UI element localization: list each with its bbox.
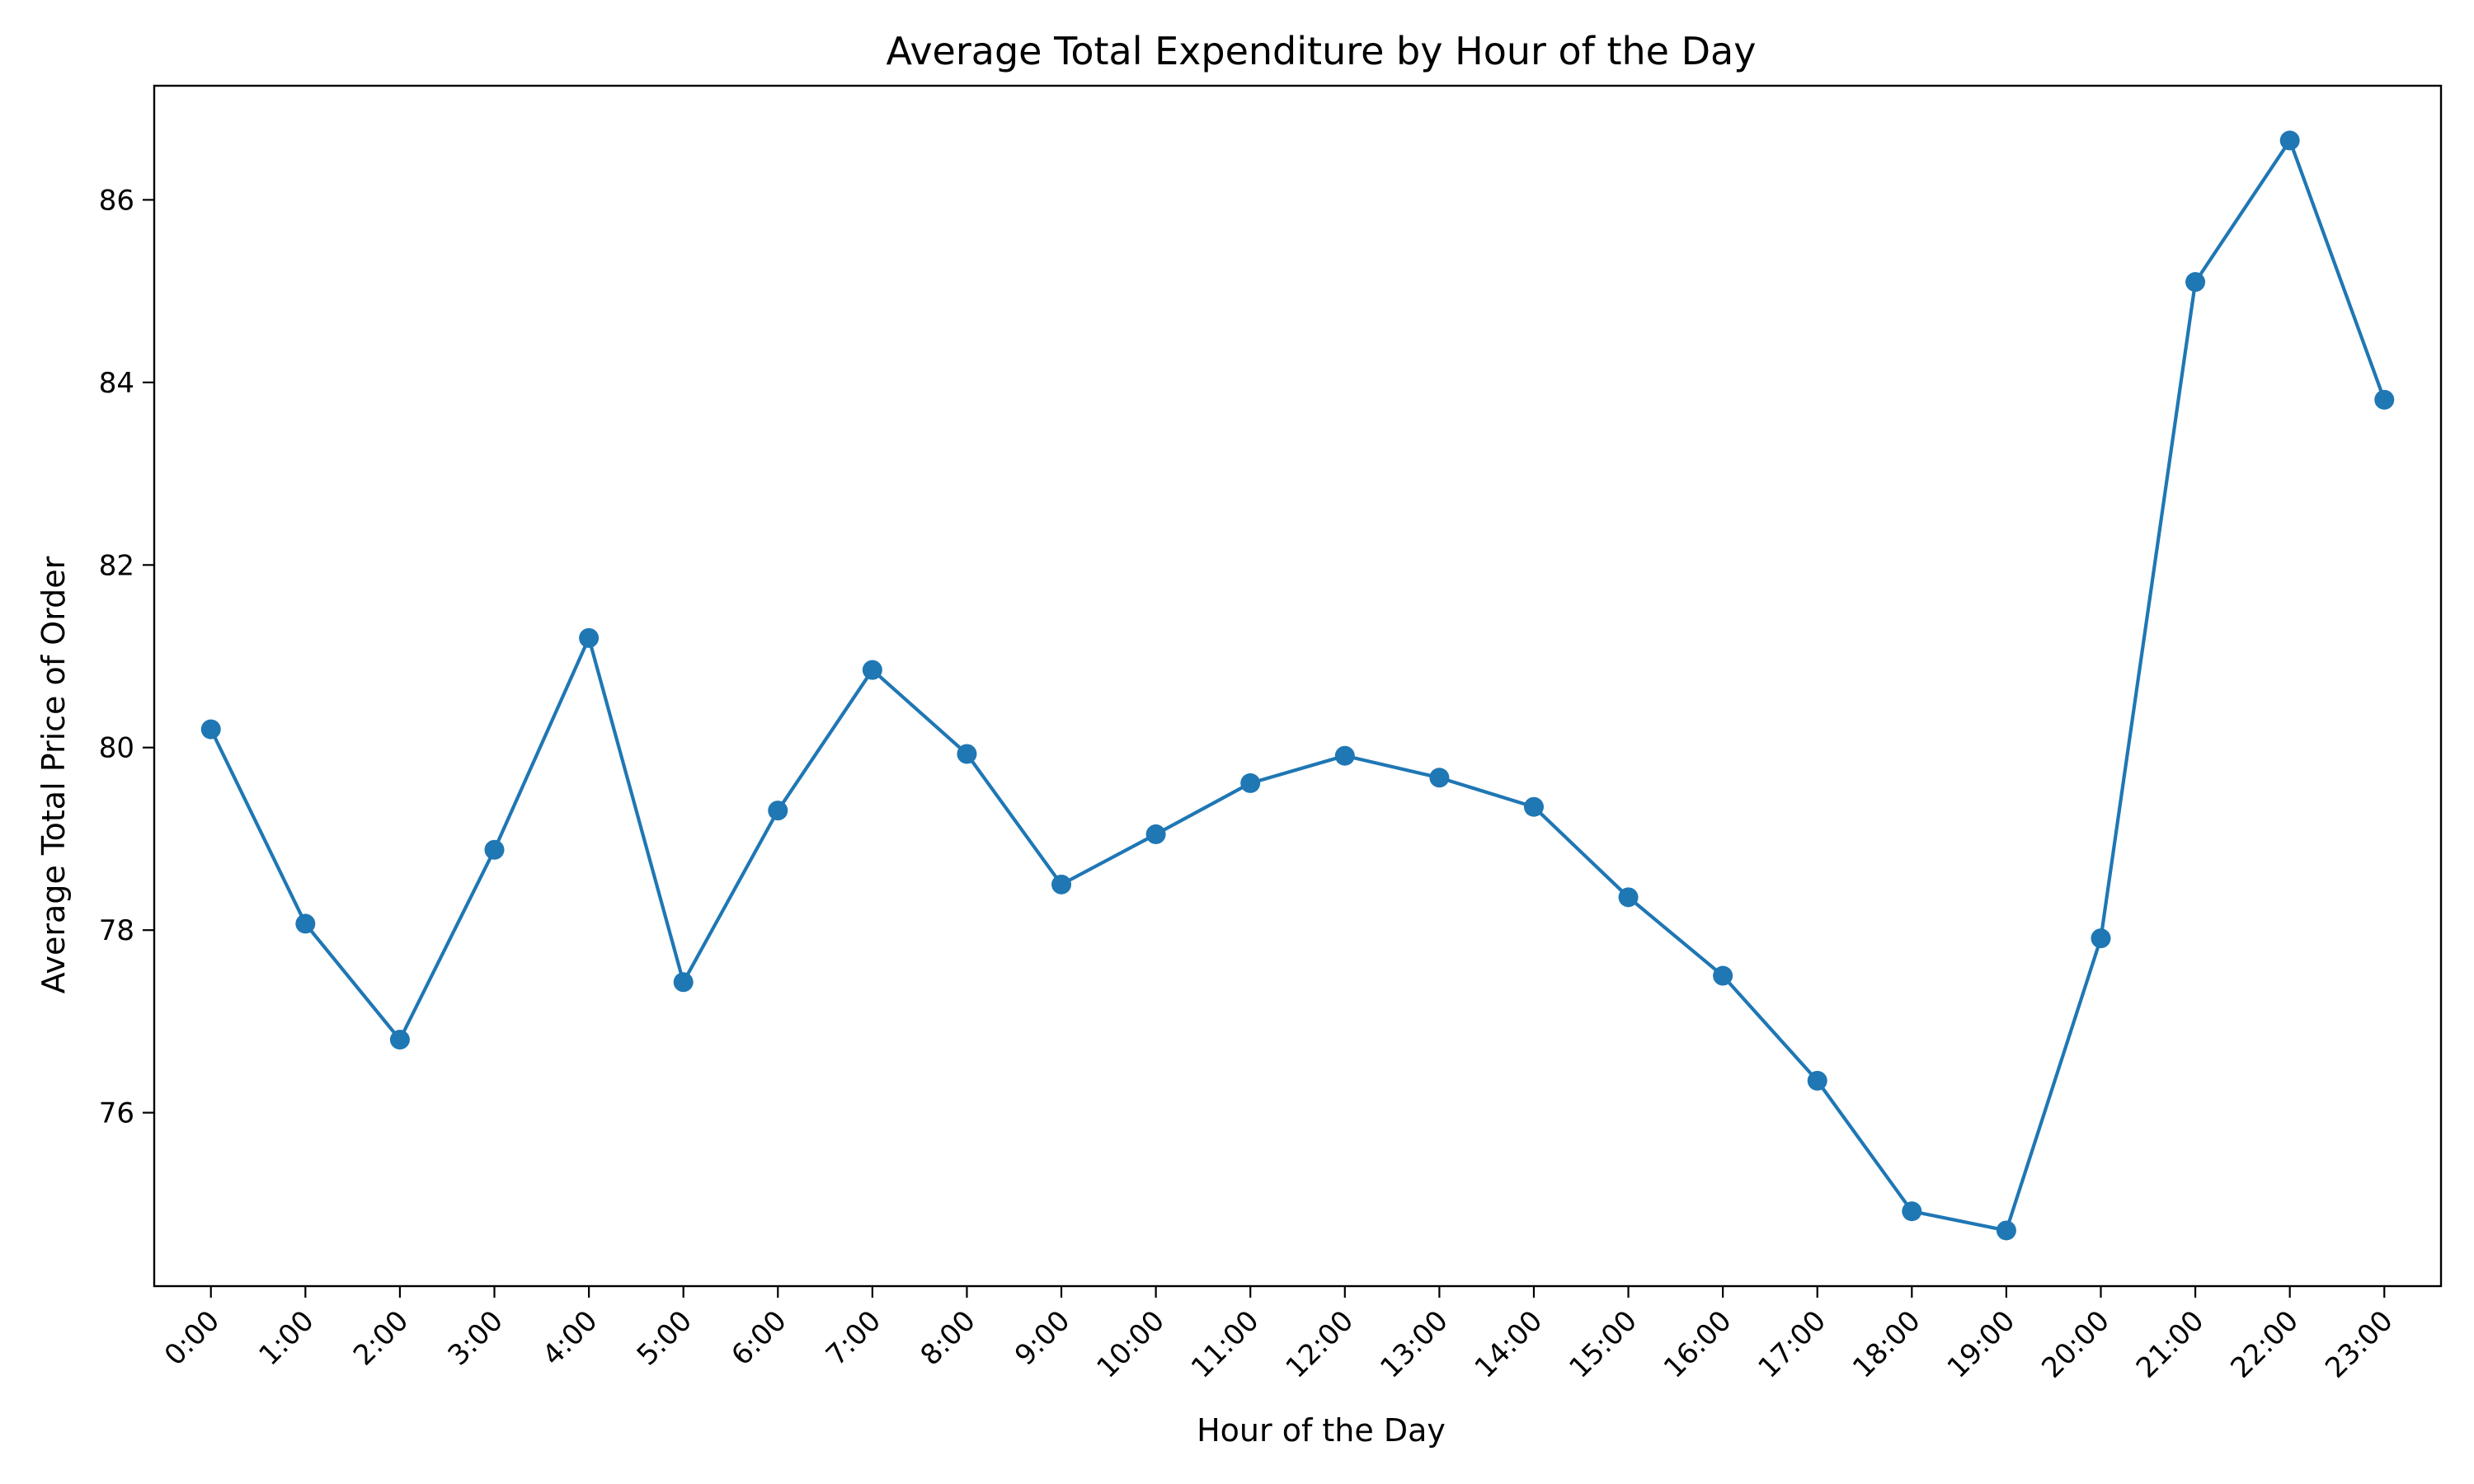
data-point: [1240, 773, 1261, 793]
data-point: [2374, 389, 2395, 410]
y-axis-label: Average Total Price of Order: [35, 556, 72, 993]
data-point: [389, 1030, 410, 1050]
data-point: [1051, 874, 1072, 895]
y-tick-label: 86: [99, 184, 134, 217]
data-point: [673, 972, 694, 993]
data-point: [957, 744, 977, 764]
data-point: [2091, 928, 2111, 949]
y-tick-label: 76: [99, 1097, 134, 1130]
data-point: [1807, 1070, 1827, 1091]
data-point: [1996, 1220, 2016, 1241]
data-point: [1618, 887, 1639, 908]
data-point: [1902, 1201, 1922, 1222]
series-line: [209, 139, 2387, 1233]
chart-title: Average Total Expenditure by Hour of the…: [887, 29, 1757, 73]
data-point: [1523, 796, 1544, 817]
y-axis-ticks: 76 78 80 82 84 86: [99, 184, 154, 1130]
data-point: [1145, 824, 1166, 844]
x-axis-label: Hour of the Day: [1197, 1412, 1446, 1449]
plot-area: [200, 130, 2395, 1241]
data-point: [1429, 768, 1450, 788]
y-tick-label: 82: [99, 549, 134, 582]
data-point: [295, 913, 316, 934]
data-point: [768, 801, 788, 821]
data-point: [862, 660, 882, 680]
y-tick-label: 84: [99, 367, 134, 400]
axes-frame: [153, 84, 2443, 1288]
data-point: [484, 839, 505, 860]
data-point: [579, 627, 600, 648]
data-point: [1713, 965, 1733, 986]
data-point: [2279, 130, 2300, 151]
data-point: [1334, 745, 1355, 766]
data-point: [200, 719, 221, 740]
data-point: [2185, 272, 2206, 293]
y-tick-label: 80: [99, 732, 134, 765]
y-tick-label: 78: [99, 914, 134, 947]
